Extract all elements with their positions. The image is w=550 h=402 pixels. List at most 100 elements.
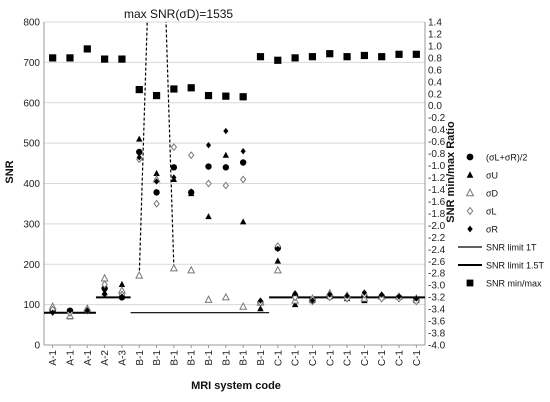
marker-snr-ratio — [256, 53, 265, 61]
x-tick-label: B-1 — [135, 350, 146, 366]
sigma-d-peak-dashed-line — [138, 22, 175, 276]
y-right-tick-label: -2.4 — [428, 245, 446, 256]
marker-snr-ratio — [204, 91, 213, 100]
marker-u — [205, 213, 212, 220]
y-right-tick-label: 0.6 — [428, 65, 442, 76]
marker-r — [119, 293, 125, 300]
legend: (σL+σR)/2 σU σD σL σR SNR limit 1T SNR limit 1… — [458, 153, 545, 289]
marker-snr-ratio — [308, 53, 317, 61]
y-right-tick-label: -2.8 — [428, 269, 446, 280]
x-tick-label: C-1 — [377, 350, 388, 367]
marker-l — [205, 179, 212, 188]
y-left-tick-label: 0 — [34, 341, 40, 352]
axes — [43, 22, 426, 348]
marker-r — [171, 174, 177, 181]
legend-label: σL — [486, 207, 497, 217]
marker-lr2 — [101, 285, 108, 292]
marker-snr-ratio — [187, 84, 195, 92]
marker-r — [361, 289, 367, 296]
x-tick-label: C-1 — [308, 350, 319, 367]
legend-entry: SNR min/max — [466, 279, 542, 289]
y-right-tick-label: 0.2 — [428, 89, 442, 100]
legend-swatch — [466, 171, 474, 178]
marker-u — [118, 280, 126, 287]
marker-u — [291, 301, 299, 308]
marker-snr-ratio — [170, 85, 178, 93]
legend-entry: σU — [466, 171, 498, 181]
marker-u — [274, 257, 281, 264]
marker-lr2 — [205, 163, 212, 170]
marker-d — [135, 270, 144, 279]
x-tick-label: A-2 — [100, 350, 111, 366]
y-left-tick-label: 200 — [23, 260, 40, 271]
marker-l — [239, 175, 247, 184]
marker-r — [292, 290, 298, 297]
y-right-tick-label: 0.8 — [428, 53, 442, 64]
marker-snr-ratio — [395, 50, 403, 58]
marker-u — [257, 305, 264, 312]
y-right-tick-label: -3.0 — [428, 281, 446, 292]
y-right-tick-label: -1.6 — [428, 197, 446, 208]
marker-l — [378, 294, 385, 303]
y-right-tick-label: -4.0 — [428, 341, 446, 352]
legend-swatch — [466, 206, 474, 216]
y-left-tick-label: 500 — [23, 139, 40, 150]
marker-r — [257, 297, 264, 304]
marker-snr-ratio — [135, 85, 143, 94]
x-tick-label: A-1 — [65, 350, 76, 366]
marker-d — [187, 265, 196, 274]
y-right-tick-label: -2.0 — [428, 221, 446, 232]
marker-u — [222, 151, 230, 158]
x-tick-label: C-1 — [395, 350, 406, 367]
x-tick-label: C-1 — [343, 350, 354, 367]
marker-l — [153, 199, 160, 208]
x-tick-label: C-1 — [325, 350, 336, 367]
y-right-tick-label: -1.8 — [428, 209, 446, 220]
legend-label: σR — [486, 225, 499, 235]
marker-snr-ratio — [83, 45, 91, 53]
marker-snr-ratio — [101, 55, 109, 63]
marker-r — [205, 141, 212, 149]
y-right-tick-label: -0.6 — [428, 137, 446, 148]
legend-swatch — [466, 279, 474, 287]
legend-entry: SNR limit 1.5T — [458, 261, 545, 271]
marker-snr-ratio — [360, 51, 368, 60]
y-right-tick-label: -1.4 — [428, 185, 446, 196]
x-tick-label: B-1 — [187, 350, 198, 366]
x-tick-label: B-1 — [239, 350, 250, 366]
y-right-tick-label: 1.2 — [428, 29, 442, 40]
marker-snr-ratio — [152, 91, 161, 100]
axis-labels: 0100200300400500600700800-4.0-3.8-3.6-3.… — [23, 18, 445, 367]
x-tick-label: C-1 — [360, 350, 371, 367]
legend-label: σU — [486, 171, 498, 181]
marker-r — [379, 291, 385, 298]
y-right-tick-label: -1.0 — [428, 161, 446, 172]
legend-entry: SNR limit 1T — [458, 243, 537, 253]
marker-d — [221, 292, 230, 301]
legend-swatch — [467, 225, 473, 233]
marker-r — [327, 291, 333, 298]
legend-label: (σL+σR)/2 — [486, 153, 527, 163]
y-left-tick-label: 300 — [23, 219, 40, 230]
marker-lr2 — [239, 159, 247, 166]
y-right-tick-label: -3.4 — [428, 305, 446, 316]
y-right-tick-label: 1.4 — [428, 18, 442, 29]
marker-d — [204, 295, 213, 303]
x-tick-label: B-1 — [169, 350, 180, 366]
y-left-tick-label: 700 — [23, 58, 40, 69]
marker-r — [396, 293, 402, 300]
marker-lr2 — [153, 189, 160, 196]
legend-swatch — [466, 153, 474, 161]
marker-snr-ratio — [274, 56, 282, 64]
x-tick-label: C-1 — [412, 350, 423, 367]
marker-r — [309, 297, 315, 304]
marker-l — [188, 151, 195, 160]
marker-r — [84, 307, 90, 314]
marker-u — [239, 218, 247, 225]
y-left-tick-label: 800 — [23, 18, 40, 29]
legend-entry: σL — [466, 206, 497, 217]
y-right-tick-label: -0.4 — [428, 125, 446, 136]
marker-snr-ratio — [49, 54, 57, 62]
